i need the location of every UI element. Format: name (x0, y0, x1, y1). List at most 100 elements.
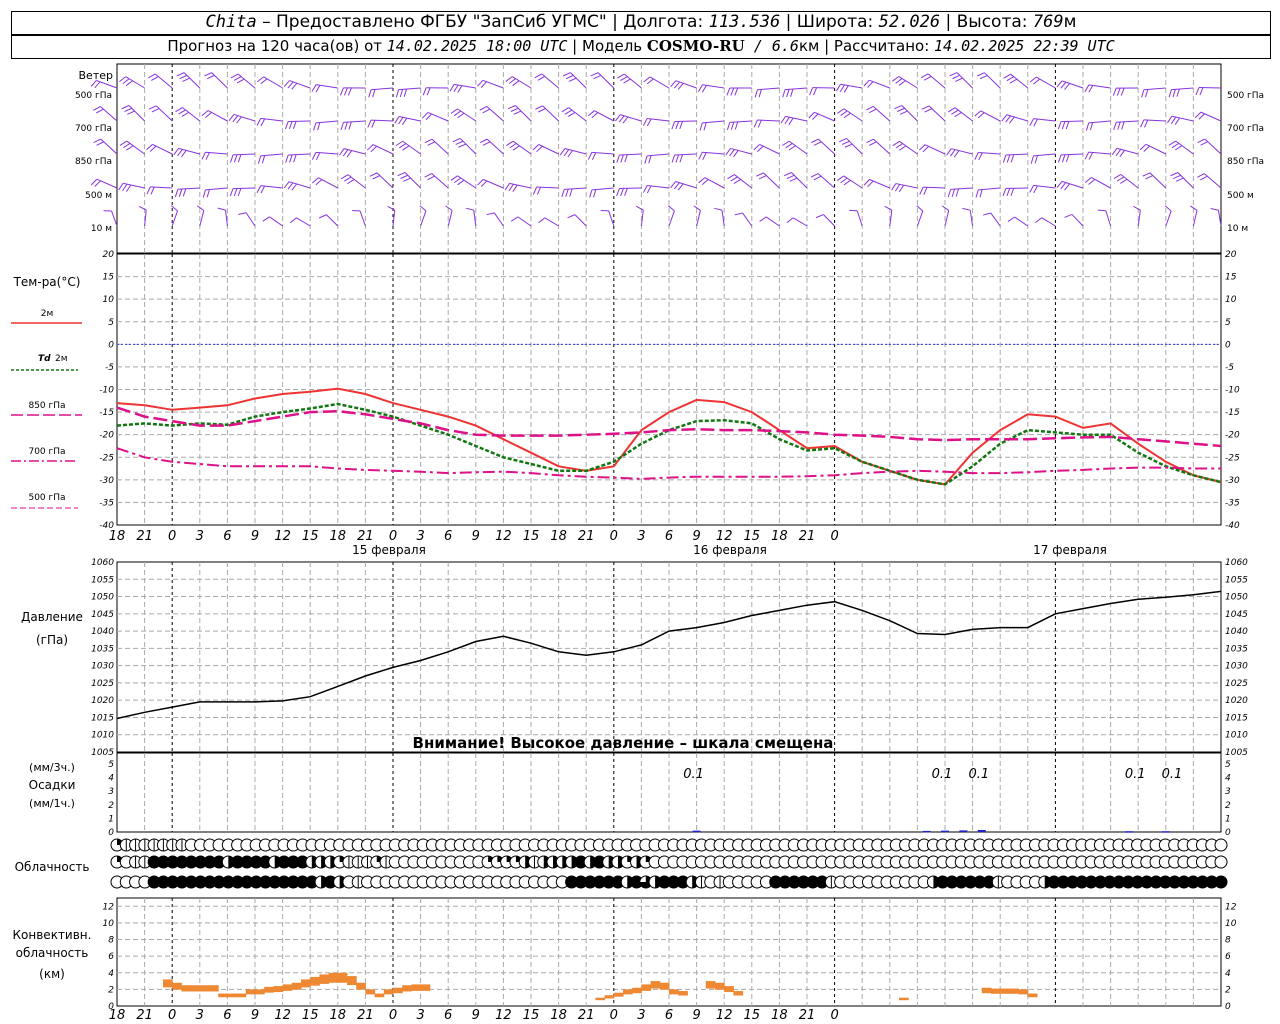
wind-barb-feather (1007, 216, 1015, 222)
wind-barb-feather (783, 172, 792, 177)
wind-barb-feather (311, 177, 319, 184)
wind-barb-feather (843, 112, 851, 119)
wind-barb-shaft (260, 153, 283, 157)
conv-ytick-right: 6 (1225, 952, 1231, 962)
wind-barb-shaft (1088, 120, 1111, 124)
wind-barb-shaft (1204, 173, 1222, 189)
precipitation-panel: 5 5 4 4 3 3 2 2 1 1 0 0 0.1 0.1 0.1 0.1 0.1 (108, 752, 1231, 838)
wind-barb-feather (753, 144, 760, 151)
wind-barb-feather (424, 173, 432, 178)
precip-ytick-right: 2 (1225, 801, 1231, 811)
cloud-cover-symbol (1205, 876, 1218, 888)
cloud-cover-symbol (983, 876, 996, 888)
wind-barb-feather (419, 205, 427, 212)
wind-barb-feather (1174, 117, 1181, 125)
wind-barb-feather (1088, 85, 1094, 93)
conv-ytick-right: 2 (1225, 985, 1231, 995)
wind-barb-feather (1010, 154, 1015, 163)
wind-barb-feather (397, 172, 406, 177)
temp-hour-label: 9 (472, 529, 480, 544)
wind-barb-feather (923, 187, 928, 195)
wind-barb-feather (177, 149, 183, 157)
wind-barb-feather (457, 112, 465, 119)
cloud-cover-symbol (1214, 855, 1228, 869)
wind-barb-feather (785, 143, 793, 149)
wind-barb-feather (974, 152, 979, 160)
wind-barb-feather (642, 185, 648, 193)
cloud-cover-symbol (1075, 876, 1088, 888)
wind-barb-feather (646, 185, 652, 194)
wind-barb-shaft (619, 153, 642, 156)
conv-cloud-bar (632, 987, 642, 994)
wind-barb-feather (486, 212, 495, 216)
pressure-ytick: 1055 (91, 575, 114, 585)
level-700hpa: 700 гПа (75, 124, 112, 134)
precip-bar-label: 0.1 (968, 767, 989, 782)
level-500m: 500 м (85, 191, 112, 201)
wind-barb-feather (677, 83, 684, 90)
conv-ytick-right: 0 (1225, 1002, 1231, 1012)
wind-barb-feather (260, 78, 268, 85)
cloud-cover-symbol (778, 876, 791, 888)
cloud-cover-symbol (788, 876, 801, 888)
wind-barb-shaft (668, 210, 675, 227)
wind-barb-shaft (818, 138, 835, 155)
wind-barb-feather (726, 87, 731, 96)
wind-barb-shaft (1165, 210, 1172, 227)
wind-barb-shaft (126, 140, 145, 155)
wind-barb-feather (1200, 141, 1208, 146)
precip-bar (1125, 831, 1133, 833)
temp-hour-label: 3 (637, 529, 645, 544)
conv-cloud-bar (209, 985, 219, 992)
wind-barb-shaft (869, 179, 890, 189)
wind-barb-shaft (640, 210, 644, 227)
wind-barb-shaft (457, 175, 477, 189)
wind-barb-feather (399, 89, 404, 98)
wind-barb-feather (590, 72, 599, 77)
run-time: 14.02.2025 18:00 UTC (386, 37, 568, 55)
wind-barb-shaft (296, 217, 311, 227)
pressure-ytick: 1020 (91, 696, 114, 706)
wind-barb-feather (146, 186, 151, 195)
wind-barb-feather (288, 121, 293, 130)
cloud-cover-symbol (148, 856, 161, 868)
wind-barb-feather (898, 184, 905, 193)
wind-barb-feather (291, 82, 298, 90)
temp-ytick: -25 (99, 453, 114, 463)
wind-barb-shaft (729, 120, 752, 123)
cloud-cover-symbol (1048, 876, 1061, 888)
wind-barb-feather (1001, 114, 1008, 122)
wind-barb-feather (1116, 87, 1121, 96)
altitude-unit: м (1063, 12, 1077, 32)
wind-barb-feather (205, 112, 212, 118)
conv-cloud-bar (899, 997, 909, 1001)
wind-barb-feather (479, 138, 488, 144)
wind-barb-feather (620, 188, 624, 197)
conv-ytick-right: 10 (1225, 919, 1237, 929)
temp-hour-label: 12 (495, 529, 512, 544)
wind-barb-feather (94, 180, 101, 187)
wind-barb-feather (90, 178, 98, 186)
wind-barb-shaft (538, 144, 559, 155)
wind-barb-feather (782, 89, 786, 98)
wind-barb-feather (182, 188, 187, 197)
wind-barb-shaft (785, 87, 808, 91)
wind-barb-shaft (457, 108, 477, 122)
wind-barb-feather (455, 140, 464, 145)
wind-barb-feather (233, 76, 242, 81)
conv-hour-label: 18 (771, 1008, 788, 1023)
cloud-cover-symbol (574, 856, 587, 868)
level-700hpa-right: 700 гПа (1227, 124, 1264, 134)
conv-cloud-bar (1009, 988, 1020, 994)
wind-barb-feather (952, 74, 960, 80)
wind-barb-feather (866, 138, 874, 144)
wind-barb-feather (182, 77, 190, 82)
wind-barb-shaft (814, 111, 835, 122)
wind-barb-shaft (371, 87, 394, 91)
wind-barb-feather (898, 80, 906, 86)
wind-barb-feather (916, 205, 924, 212)
pressure-panel: 1060 1060 1055 1055 1050 1050 1045 1045 1040 1040… (91, 558, 1248, 758)
wind-barb-feather (670, 181, 676, 189)
temp-ytick-right: 10 (1225, 295, 1237, 305)
precip-bar-label: 0.1 (1162, 767, 1183, 782)
